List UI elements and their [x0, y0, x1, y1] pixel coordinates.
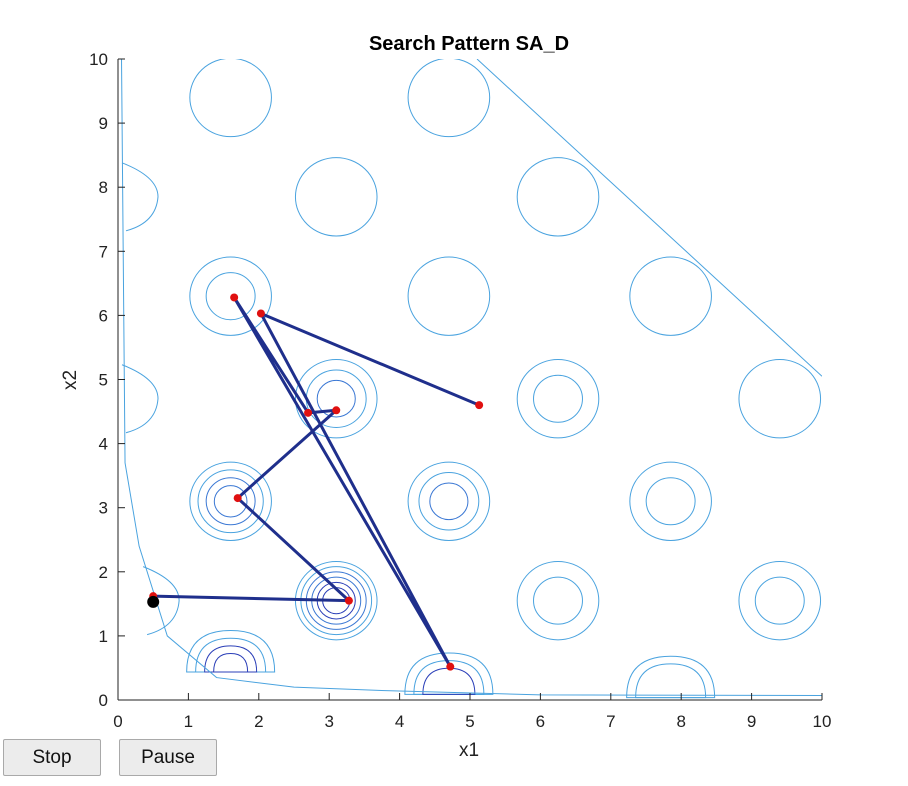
y-tick-label: 3	[99, 499, 108, 518]
contour-line	[407, 461, 491, 541]
y-tick-label: 5	[99, 371, 108, 390]
contour-line	[533, 374, 583, 423]
contour-line	[213, 652, 249, 673]
contour-line	[186, 630, 276, 673]
x-tick-label: 9	[747, 712, 756, 731]
contour-line	[516, 560, 600, 641]
contour-line	[404, 652, 494, 695]
contour-line	[294, 157, 378, 237]
chart-title: Search Pattern SA_D	[369, 33, 569, 55]
search-point	[344, 596, 353, 605]
contour-line	[629, 256, 712, 336]
contour-line	[189, 461, 272, 541]
contour-line	[645, 477, 696, 526]
contour-line	[205, 477, 256, 526]
contour-line	[516, 157, 600, 237]
contour-line	[418, 472, 480, 531]
search-point	[233, 494, 242, 503]
x-tick-label: 2	[254, 712, 263, 731]
contour-line	[413, 660, 485, 695]
feasible-boundary	[121, 59, 822, 697]
contour-line	[121, 162, 159, 232]
contour-line	[407, 59, 491, 138]
x-tick-label: 8	[676, 712, 685, 731]
contour-line	[204, 645, 258, 673]
x-ticks: 0 1 2 3 4 5 6 7 8 9 10	[113, 693, 831, 731]
contour-layer	[121, 59, 822, 699]
x-tick-label: 1	[184, 712, 193, 731]
y-tick-label: 7	[99, 242, 108, 261]
constraint-curve	[121, 59, 822, 697]
pause-button[interactable]: Pause	[119, 739, 217, 776]
contour-line	[516, 359, 600, 439]
x-tick-label: 0	[113, 712, 122, 731]
x-tick-label: 10	[813, 712, 832, 731]
y-tick-label: 2	[99, 563, 108, 582]
x-tick-label: 6	[536, 712, 545, 731]
contour-line	[626, 655, 716, 699]
y-tick-label: 10	[89, 50, 108, 69]
contour-line	[121, 364, 159, 434]
x-tick-label: 7	[606, 712, 615, 731]
y-axis-label: x2	[60, 370, 81, 390]
contour-line	[294, 359, 378, 439]
x-tick-label: 5	[465, 712, 474, 731]
x-axis-label: x1	[459, 740, 479, 761]
contour-line	[316, 379, 356, 418]
x-tick-label: 4	[395, 712, 404, 731]
contour-line	[305, 369, 367, 428]
contour-line	[754, 576, 805, 625]
search-path-layer	[153, 295, 480, 669]
contour-line	[429, 482, 469, 521]
constraint-line	[476, 59, 822, 377]
search-point	[446, 662, 455, 671]
y-tick-label: 4	[99, 435, 108, 454]
contour-line	[407, 256, 491, 336]
y-tick-label: 6	[99, 306, 108, 325]
contour-line	[738, 359, 822, 439]
contour-line	[205, 272, 256, 321]
search-point	[475, 401, 484, 410]
stop-button[interactable]: Stop	[3, 739, 101, 776]
search-path-line	[153, 295, 480, 669]
current-point	[147, 595, 160, 608]
contour-line	[197, 469, 264, 534]
contour-line	[629, 461, 712, 541]
x-tick-label: 3	[324, 712, 333, 731]
axes	[117, 59, 822, 701]
search-point	[304, 408, 313, 417]
y-tick-label: 1	[99, 627, 108, 646]
y-tick-label: 8	[99, 178, 108, 197]
y-tick-label: 0	[99, 691, 108, 710]
y-ticks: 0 1 2 3 4 5 6 7 8 9 10	[89, 50, 125, 710]
contour-line	[213, 485, 248, 518]
search-point	[332, 406, 341, 415]
y-tick-label: 9	[99, 114, 108, 133]
contour-line	[195, 637, 267, 673]
search-point	[256, 309, 265, 318]
search-points-layer	[147, 293, 484, 671]
contour-line	[189, 59, 272, 138]
contour-line	[189, 256, 272, 336]
contour-line	[533, 576, 583, 625]
contour-line	[738, 560, 822, 641]
search-point	[230, 293, 239, 302]
contour-line	[422, 667, 476, 695]
contour-line	[635, 663, 707, 699]
contour-line	[142, 566, 180, 636]
